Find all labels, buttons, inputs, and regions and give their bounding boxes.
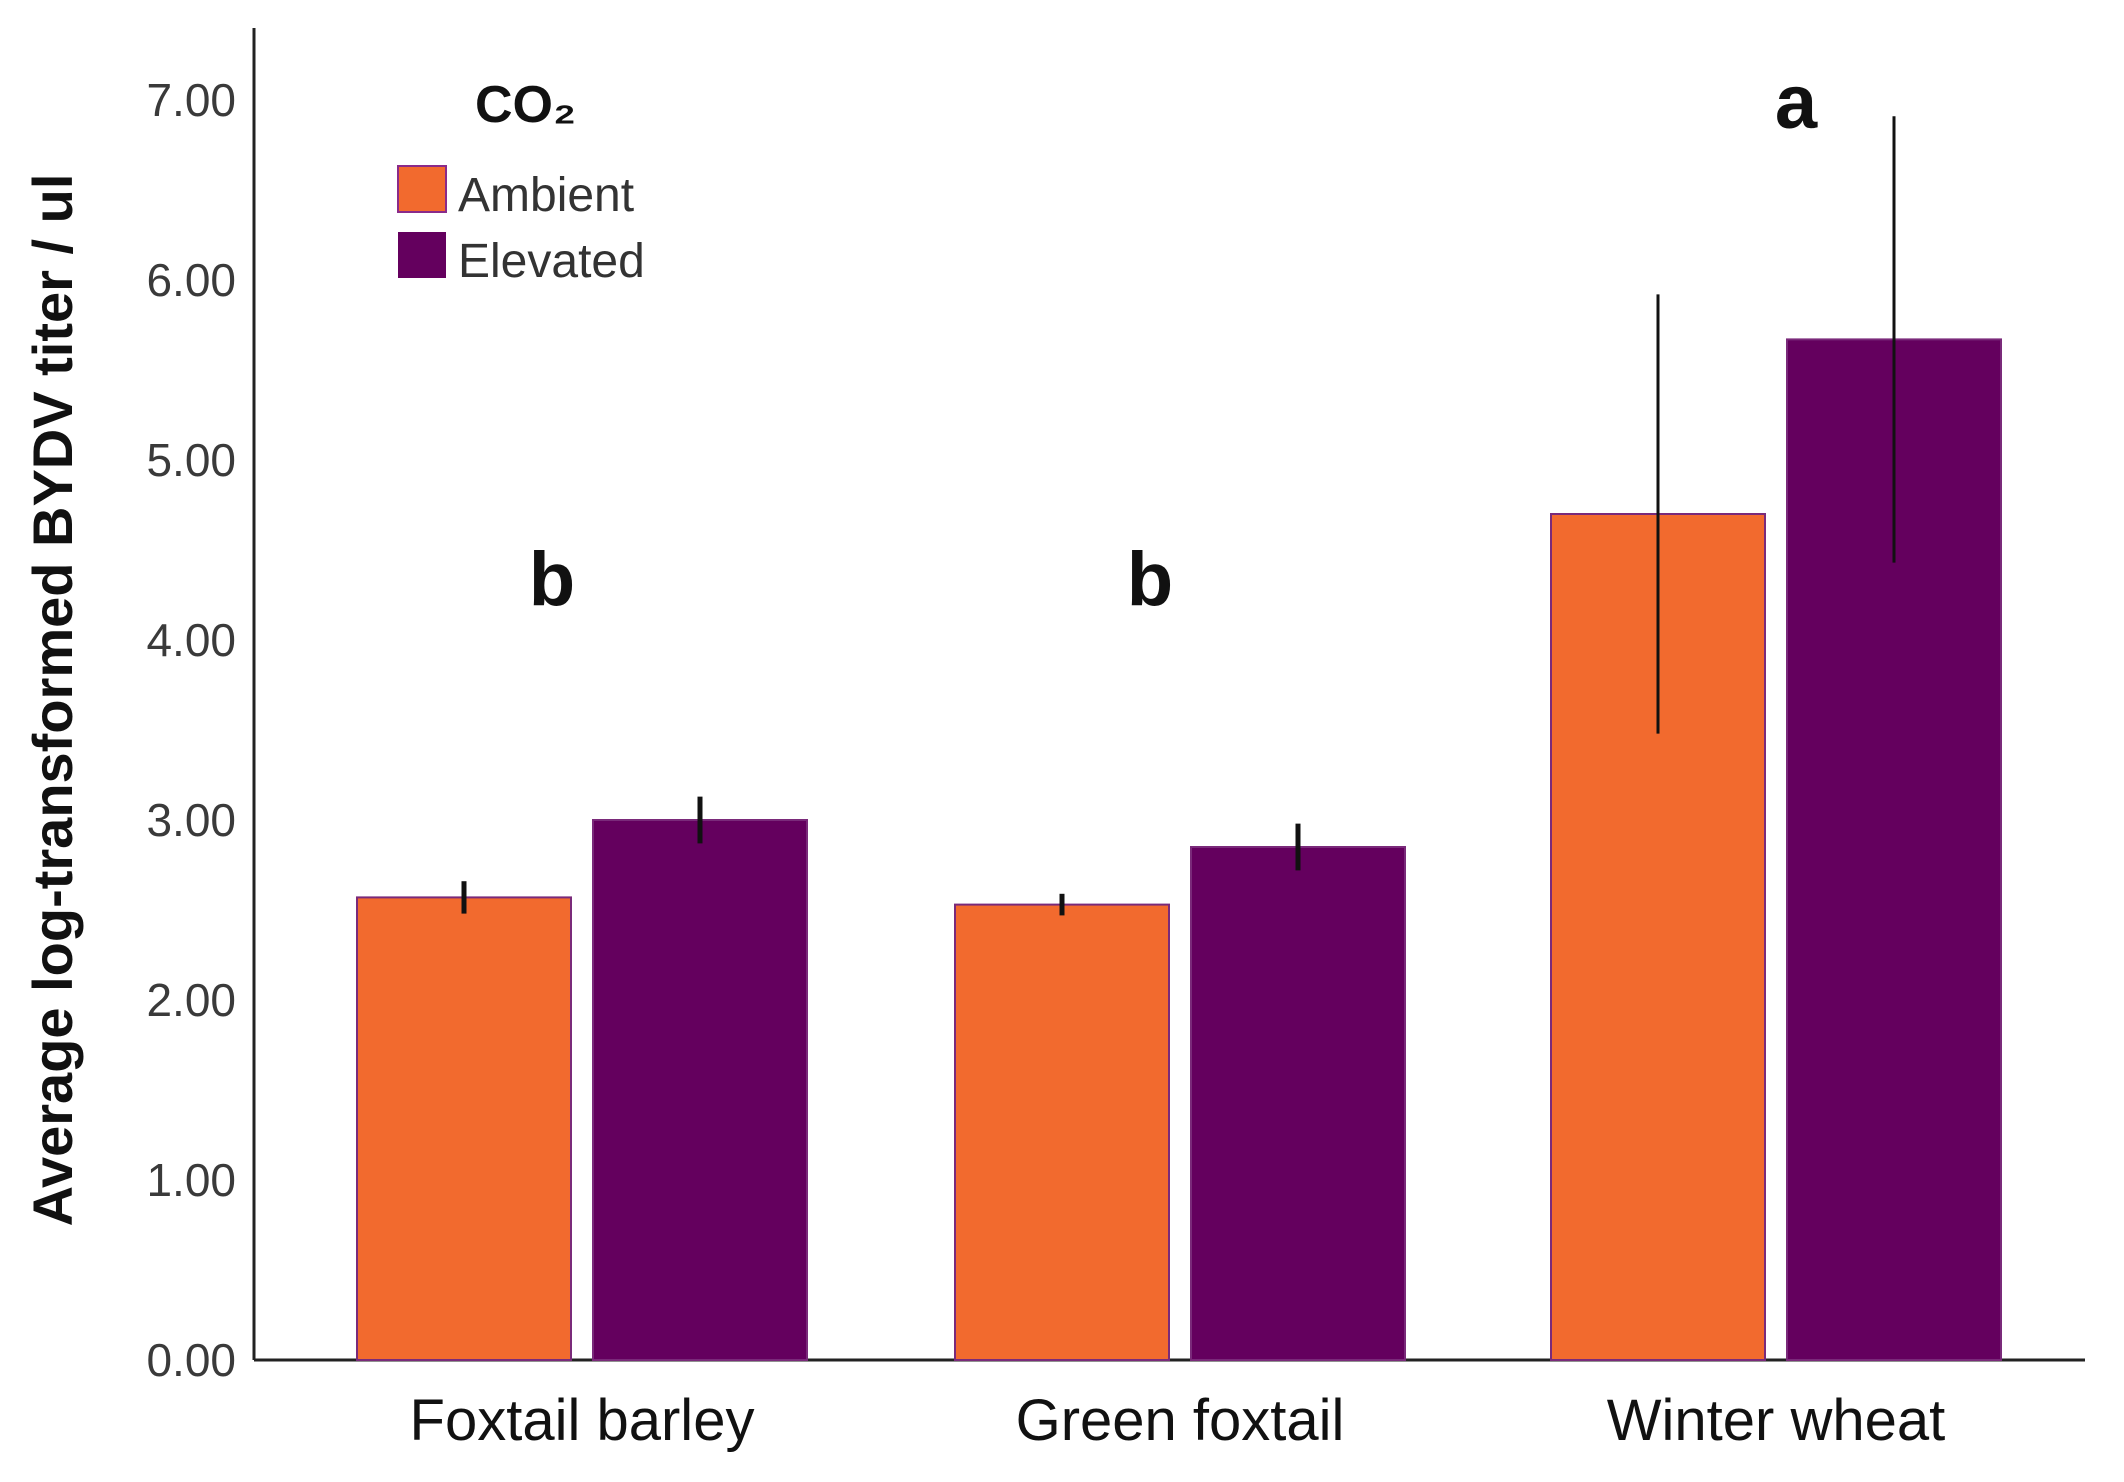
bars <box>356 338 2002 1362</box>
y-tick-label: 3.00 <box>146 794 236 846</box>
y-tick-label: 1.00 <box>146 1154 236 1206</box>
legend: CO₂ Ambient Elevated <box>397 76 645 288</box>
significance-letters: b b a <box>529 60 1818 622</box>
y-tick-label: 7.00 <box>146 74 236 126</box>
legend-swatch-elevated <box>398 232 446 278</box>
bar-ambient-0 <box>356 896 572 1362</box>
y-axis-label-group: Average log-transformed BYDV titer / ul <box>21 174 84 1227</box>
bar-ambient-1 <box>954 903 1170 1361</box>
y-tick-label: 6.00 <box>146 254 236 306</box>
bar-elevated-1 <box>1190 846 1406 1361</box>
significance-letter: b <box>529 537 575 622</box>
y-axis-label: Average log-transformed BYDV titer / ul <box>21 174 84 1227</box>
x-tick-label: Green foxtail <box>1016 1388 1345 1453</box>
significance-letter: b <box>1127 537 1173 622</box>
legend-label-elevated: Elevated <box>458 235 645 288</box>
x-tick-labels: Foxtail barley Green foxtail Winter wheat <box>410 1388 1946 1453</box>
legend-title: CO₂ <box>475 76 576 134</box>
significance-letter: a <box>1775 60 1818 145</box>
y-tick-label: 0.00 <box>146 1334 236 1386</box>
y-ticks: 0.00 1.00 2.00 3.00 4.00 5.00 6.00 7.00 <box>146 74 236 1386</box>
legend-label-ambient: Ambient <box>458 169 634 222</box>
x-tick-label: Foxtail barley <box>410 1388 755 1453</box>
legend-swatch-ambient <box>397 165 447 213</box>
x-tick-label: Winter wheat <box>1607 1388 1945 1453</box>
y-tick-label: 4.00 <box>146 614 236 666</box>
bar-elevated-0 <box>592 819 808 1361</box>
y-tick-label: 5.00 <box>146 434 236 486</box>
y-tick-label: 2.00 <box>146 974 236 1026</box>
error-bars <box>461 116 1896 916</box>
